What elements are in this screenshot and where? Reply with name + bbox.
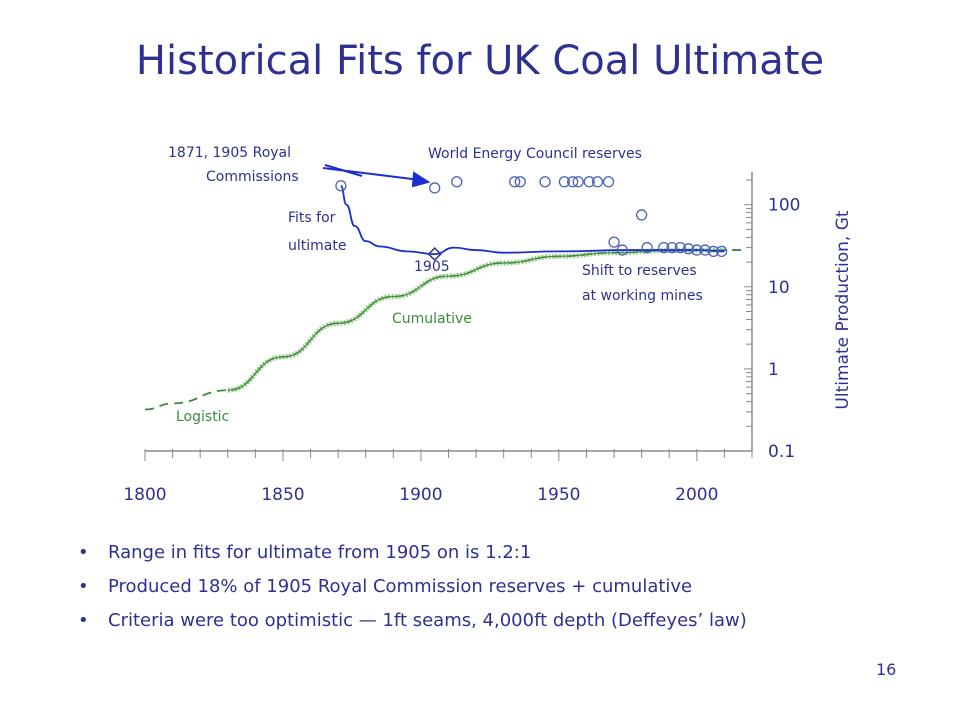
bullet-item: Range in fits for ultimate from 1905 on … bbox=[78, 536, 747, 570]
bullet-list: Range in fits for ultimate from 1905 on … bbox=[78, 536, 747, 638]
marker-1905-diamond bbox=[427, 247, 442, 262]
arrow-fits-line bbox=[324, 164, 363, 177]
y-axis-label: Ultimate Production, Gt bbox=[833, 210, 853, 409]
point-royal-1871 bbox=[335, 180, 347, 192]
wec-point bbox=[567, 176, 579, 188]
annotation-arrows bbox=[322, 164, 431, 188]
page-number: 16 bbox=[876, 660, 897, 679]
wec-point bbox=[429, 182, 441, 194]
wec-point bbox=[674, 241, 686, 254]
arrow-royal-line bbox=[322, 167, 421, 181]
annotation-royal-line1: 1871, 1905 Royal bbox=[168, 145, 291, 161]
wec-point bbox=[572, 176, 584, 188]
wec-point bbox=[591, 176, 604, 188]
annotation-fits: Fits for ultimate bbox=[288, 210, 346, 254]
y-tick-label: 100 bbox=[768, 196, 800, 216]
wec-point bbox=[707, 245, 720, 258]
x-tick-label: 2000 bbox=[675, 485, 718, 505]
wec-point bbox=[658, 241, 670, 254]
annotation-fits-line1: Fits for bbox=[288, 210, 336, 226]
wec-point bbox=[602, 176, 615, 188]
chart: 1800 1850 1900 1950 2000 100 10 1 0.1 1871, 190… bbox=[123, 145, 853, 505]
annotation-fits-line2: ultimate bbox=[288, 238, 346, 254]
wec-point bbox=[699, 244, 711, 256]
wec-point bbox=[641, 241, 653, 254]
wec-point bbox=[558, 176, 571, 188]
wec-point bbox=[608, 236, 620, 248]
wec-point bbox=[666, 241, 678, 254]
wec-point bbox=[509, 176, 521, 188]
annotation-shift-line2: at working mines bbox=[582, 288, 703, 304]
annotation-shift: Shift to reserves at working mines bbox=[582, 263, 703, 304]
bullet-item: Produced 18% of 1905 Royal Commission re… bbox=[78, 570, 747, 604]
annotation-wec: World Energy Council reserves bbox=[428, 146, 642, 162]
annotation-cumulative: Cumulative bbox=[392, 311, 472, 327]
wec-point bbox=[451, 176, 463, 188]
x-tick-label: 1800 bbox=[123, 485, 166, 505]
wec-point bbox=[716, 245, 728, 258]
y-tick-label: 10 bbox=[768, 278, 790, 298]
wec-point bbox=[583, 176, 595, 188]
arrow-royal-head bbox=[411, 171, 431, 188]
annotation-shift-line1: Shift to reserves bbox=[582, 263, 697, 279]
wec-point bbox=[539, 176, 551, 188]
annotation-royal-line2: Commissions bbox=[206, 169, 299, 185]
annotation-1905: 1905 bbox=[414, 259, 450, 275]
y-tick-label: 1 bbox=[768, 360, 779, 380]
points-layer bbox=[335, 176, 728, 262]
wec-point bbox=[616, 244, 628, 256]
wec-point bbox=[682, 243, 695, 255]
wec-point bbox=[514, 176, 526, 188]
annotation-royal: 1871, 1905 Royal Commissions bbox=[168, 145, 299, 185]
x-tick-label: 1900 bbox=[399, 485, 442, 505]
bullet-item: Criteria were too optimistic — 1ft seams… bbox=[78, 604, 747, 638]
wec-point bbox=[691, 244, 703, 256]
y-axis: 100 10 1 0.1 bbox=[744, 172, 800, 462]
x-tick-label: 1850 bbox=[261, 485, 304, 505]
wec-point bbox=[635, 209, 648, 221]
slide-title: Historical Fits for UK Coal Ultimate bbox=[135, 38, 825, 84]
series-cumulative-core bbox=[227, 249, 725, 391]
annotation-logistic: Logistic bbox=[176, 409, 229, 425]
x-axis: 1800 1850 1900 1950 2000 bbox=[123, 449, 753, 505]
x-tick-label: 1950 bbox=[537, 485, 580, 505]
y-tick-label: 0.1 bbox=[768, 442, 795, 462]
